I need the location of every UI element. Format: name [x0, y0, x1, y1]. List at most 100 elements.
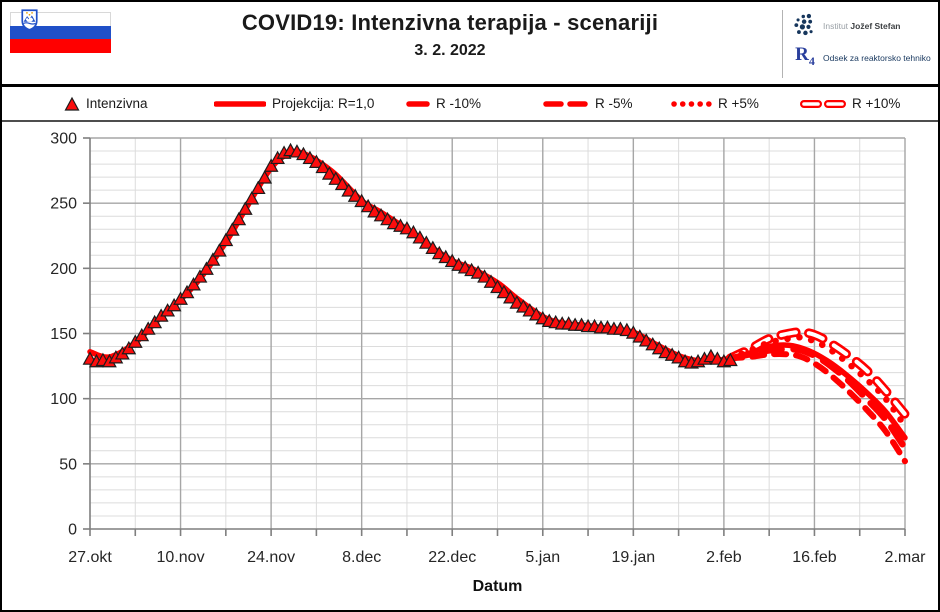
data-point-triangle — [127, 334, 143, 348]
ijs-logo-row: Institut Jožef Stefan — [792, 10, 932, 42]
flag-red-stripe — [10, 39, 111, 53]
r4-logo-row: R4 Odsek za reaktorsko tehniko — [792, 42, 932, 74]
data-point-triangle — [218, 232, 234, 247]
data-point-triangle — [425, 240, 441, 254]
flag-blue-stripe — [10, 25, 111, 40]
chart-legend: Intenzivna Projekcija: R=1,0 R -10% R -5… — [2, 87, 938, 120]
data-point-triangle — [257, 170, 273, 184]
data-point-triangle — [211, 243, 227, 257]
data-point-triangle — [179, 284, 195, 299]
series-line-dots — [727, 334, 909, 430]
title-block: COVID19: Intenzivna terapija - scenariji… — [122, 10, 778, 60]
y-tick-label: 150 — [50, 326, 77, 343]
data-point-triangle — [321, 166, 337, 180]
legend-item-r-plus-5: R +5% — [670, 87, 759, 120]
data-point-triangle — [186, 277, 201, 291]
x-tick-label: 16.feb — [792, 549, 837, 566]
data-point-triangle — [121, 340, 137, 355]
r4-logo-text: Odsek za reaktorsko tehniko — [823, 53, 931, 63]
chart-canvas: 0 50 100 150 200 250 300 27.okt 10.nov 24.nov 8.de… — [2, 122, 938, 610]
y-tick-label: 100 — [50, 391, 77, 408]
data-point-triangle — [315, 159, 331, 174]
ijs-logo-icon — [794, 13, 813, 36]
data-point-triangle — [503, 290, 518, 304]
x-tick-label: 2.feb — [706, 549, 742, 566]
data-point-triangle — [166, 297, 182, 312]
data-point-triangle — [192, 269, 208, 283]
r4-logo-icon: R4 — [792, 45, 818, 71]
long-dash-icon — [543, 100, 589, 107]
data-point-triangle — [360, 198, 376, 213]
x-tick-label: 22.dec — [428, 549, 476, 566]
series-line-dash-short — [727, 351, 908, 465]
report-date: 3. 2. 2022 — [414, 42, 486, 59]
r4-subscript: 4 — [808, 53, 815, 68]
data-point-triangle — [354, 193, 370, 208]
x-tick-label: 5.jan — [525, 549, 560, 566]
r4-symbol: R — [795, 44, 809, 66]
legend-item-intenzivna: Intenzivna — [64, 87, 148, 120]
data-point-triangle — [134, 327, 150, 342]
data-point-triangle — [341, 183, 357, 197]
y-tick-label: 50 — [59, 456, 77, 473]
legend-label: R +5% — [718, 96, 759, 111]
data-point-triangle — [173, 291, 188, 305]
triangle-marker-icon — [64, 96, 80, 111]
data-point-triangle — [334, 176, 350, 191]
legend-label: R +10% — [852, 96, 901, 111]
page-title: COVID19: Intenzivna terapija - scenariji — [241, 10, 659, 35]
data-point-triangle — [263, 158, 279, 172]
x-tick-label: 24.nov — [247, 549, 295, 566]
legend-item-r-minus-10: R -10% — [406, 87, 481, 120]
ijs-name: Jožef Stefan — [850, 21, 901, 31]
legend-label: Intenzivna — [86, 96, 148, 111]
data-point-triangle — [199, 261, 214, 275]
data-point-triangle — [412, 230, 428, 244]
y-tick-label: 0 — [68, 522, 77, 539]
data-point-triangle — [140, 321, 156, 335]
data-point-triangle — [328, 171, 344, 185]
legend-label: Projekcija: R=1,0 — [272, 96, 375, 111]
x-tick-label: 10.nov — [157, 549, 205, 566]
legend-item-projekcija: Projekcija: R=1,0 — [214, 87, 374, 120]
legend-label: R -10% — [436, 96, 482, 111]
solid-line-icon — [214, 100, 266, 107]
axis-labels: 0 50 100 150 200 250 300 27.okt 10.nov 24.nov 8.de… — [50, 131, 926, 596]
data-point-triangle — [418, 235, 434, 249]
data-point-triangle — [250, 180, 266, 195]
x-tick-label: 8.dec — [342, 549, 381, 566]
hollow-dash-icon — [800, 99, 846, 108]
data-point-triangle — [496, 284, 512, 299]
ijs-prefix: Institut — [823, 21, 849, 31]
flag-coat-of-arms-icon — [21, 9, 38, 31]
header-divider — [2, 84, 938, 87]
data-point-triangle — [405, 224, 421, 239]
x-axis-title: Datum — [473, 578, 523, 595]
slovenia-flag — [10, 9, 111, 53]
legend-item-r-minus-5: R -5% — [543, 87, 633, 120]
short-dash-icon — [406, 100, 430, 107]
data-point-triangle — [308, 154, 324, 168]
x-tick-label: 19.jan — [612, 549, 656, 566]
axes — [83, 137, 906, 536]
x-tick-label: 27.okt — [68, 549, 112, 566]
data-point-triangle — [231, 211, 247, 226]
data-point-triangle — [224, 222, 240, 236]
data-point-triangle — [237, 201, 253, 215]
data-point-triangle — [147, 314, 163, 329]
legend-label: R -5% — [595, 96, 633, 111]
y-tick-label: 200 — [50, 261, 77, 278]
legend-item-r-plus-10: R +10% — [800, 87, 900, 120]
series-intenzivna-markers — [82, 142, 738, 369]
x-tick-label: 2.mar — [885, 549, 927, 566]
covid-chart-svg: 0 50 100 150 200 250 300 27.okt 10.nov 24.nov 8.de… — [50, 131, 926, 596]
data-point-triangle — [244, 191, 260, 205]
logos-block: Institut Jožef Stefan R4 Odsek za reakto… — [782, 10, 932, 78]
y-tick-label: 300 — [50, 131, 77, 148]
data-point-triangle — [347, 188, 363, 202]
data-point-triangle — [490, 279, 505, 294]
dots-line-icon — [671, 100, 712, 107]
header: COVID19: Intenzivna terapija - scenariji… — [2, 2, 938, 84]
data-point-triangle — [477, 269, 492, 283]
